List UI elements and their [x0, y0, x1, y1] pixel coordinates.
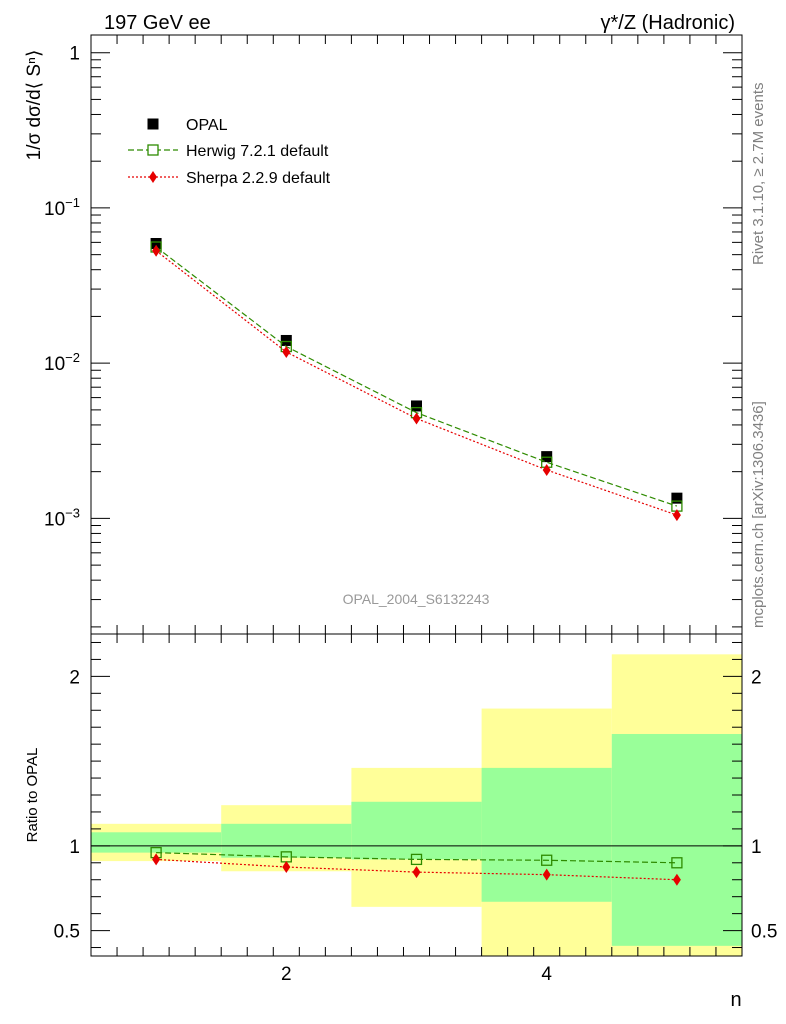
- sherpa-point: [672, 509, 681, 522]
- main-series-layer: [150, 237, 683, 522]
- ratio-y-tick-label-right: 2: [751, 667, 762, 688]
- ratio-uncertainty-bands: [91, 654, 742, 956]
- y-tick-label: 10−1: [44, 195, 80, 220]
- ratio-y-axis-label: Ratio to OPAL: [24, 748, 41, 843]
- legend-label: OPAL: [186, 117, 228, 134]
- ratio-band-inner: [611, 733, 742, 946]
- plot-title-right: γ*/Z (Hadronic): [601, 12, 735, 34]
- ratio-herwig-point: [671, 857, 683, 869]
- opal-point: [280, 334, 292, 346]
- ratio-series-layer: [150, 846, 683, 886]
- opal-point: [150, 237, 162, 249]
- x-tick-label: 4: [541, 964, 552, 985]
- x-axis-label: n: [730, 989, 741, 1011]
- main-panel: 1 10−1 10−2 10−3 1/σ dσ/d⟨ Sⁿ⟩ OPAL_2004_S6…: [24, 34, 743, 635]
- legend-herwig-marker: [147, 144, 159, 156]
- ratio-y-tick-label-left: 2: [69, 667, 80, 688]
- sherpa-point: [282, 345, 291, 358]
- main-y-tick-labels: 1 10−1 10−2 10−3: [44, 44, 80, 531]
- ratio-band-inner: [481, 767, 612, 902]
- ratio-band-inner: [221, 823, 352, 858]
- ratio-herwig-point: [541, 854, 553, 866]
- ratio-sherpa-point: [412, 866, 421, 879]
- ratio-y-tick-label-right: 0.5: [751, 922, 777, 943]
- analysis-watermark: OPAL_2004_S6132243: [343, 591, 490, 607]
- sherpa-line: [155, 250, 678, 516]
- herwig-line: [155, 246, 678, 507]
- sherpa-point: [412, 412, 421, 425]
- legend: OPAL Herwig 7.2.1 default Sherpa 2.2.9 def…: [128, 117, 331, 187]
- ratio-sherpa-point: [282, 861, 291, 874]
- y-tick-label: 1: [69, 44, 80, 65]
- sherpa-point: [542, 463, 551, 476]
- ratio-herwig-line: [156, 852, 677, 864]
- main-y-axis-label: 1/σ dσ/d⟨ Sⁿ⟩: [24, 50, 45, 161]
- ratio-axis-ticks: [90, 634, 743, 956]
- legend-label: Sherpa 2.2.9 default: [186, 170, 331, 187]
- ratio-sherpa-point: [152, 853, 161, 866]
- ratio-herwig-point: [410, 853, 423, 866]
- sherpa-point: [152, 244, 161, 257]
- y-tick-label: 10−2: [44, 350, 80, 375]
- y-tick-label: 10−3: [44, 505, 80, 530]
- ratio-sherpa-point: [672, 873, 681, 886]
- opal-point: [411, 400, 422, 412]
- ratio-y-tick-label-left: 1: [69, 837, 80, 858]
- mcplots-label: mcplots.cern.ch [arXiv:1306.3436]: [750, 401, 767, 628]
- rivet-version-label: Rivet 3.1.10, ≥ 2.7M events: [750, 83, 767, 266]
- ratio-y-tick-label-left: 0.5: [54, 922, 80, 943]
- legend-opal-marker: [147, 118, 159, 130]
- legend-label: Herwig 7.2.1 default: [186, 143, 329, 160]
- ratio-frame: [90, 633, 743, 957]
- ratio-tick-labels: 0.5 0.5 1 1 2 2 2 4: [54, 667, 778, 985]
- ratio-panel: 0.5 0.5 1 1 2 2 2 4 Ratio to OPAL n: [24, 633, 778, 1011]
- ratio-band-inner: [91, 832, 222, 853]
- opal-point: [671, 492, 683, 504]
- ratio-band-inner: [351, 801, 482, 860]
- plot-title-left: 197 GeV ee: [104, 12, 211, 34]
- legend-sherpa-marker: [149, 171, 157, 183]
- ratio-y-tick-label-right: 1: [751, 837, 762, 858]
- ratio-sherpa-point: [542, 868, 551, 881]
- x-tick-label: 2: [281, 964, 292, 985]
